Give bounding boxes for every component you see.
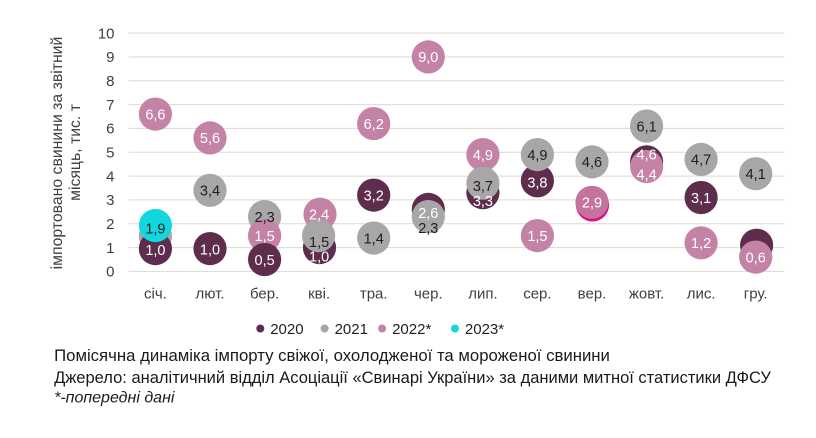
svg-text:2020: 2020 bbox=[270, 321, 303, 338]
svg-text:4: 4 bbox=[106, 168, 114, 185]
svg-text:чер.: чер. bbox=[414, 286, 443, 303]
svg-text:5,6: 5,6 bbox=[200, 131, 220, 147]
svg-text:жовт.: жовт. bbox=[629, 286, 664, 303]
svg-text:4,6: 4,6 bbox=[582, 155, 602, 171]
svg-text:1,2: 1,2 bbox=[691, 236, 711, 252]
svg-text:4,9: 4,9 bbox=[527, 148, 547, 164]
svg-text:6,1: 6,1 bbox=[637, 119, 657, 135]
svg-text:січ.: січ. bbox=[144, 286, 167, 303]
svg-text:2022*: 2022* bbox=[392, 321, 431, 338]
svg-text:4,6: 4,6 bbox=[637, 147, 657, 163]
svg-text:1,9: 1,9 bbox=[145, 221, 165, 237]
svg-text:1,5: 1,5 bbox=[527, 229, 547, 245]
svg-text:імпортовано свинини за звітний: імпортовано свинини за звітний bbox=[49, 37, 66, 270]
svg-text:кві.: кві. bbox=[308, 286, 330, 303]
svg-text:2023*: 2023* bbox=[465, 321, 504, 338]
svg-text:9: 9 bbox=[106, 49, 114, 66]
svg-text:4,1: 4,1 bbox=[746, 167, 766, 183]
svg-text:9,0: 9,0 bbox=[418, 50, 438, 66]
svg-text:6,6: 6,6 bbox=[145, 107, 165, 123]
svg-text:3,3: 3,3 bbox=[473, 194, 493, 210]
svg-text:2,9: 2,9 bbox=[582, 196, 602, 212]
svg-text:лип.: лип. bbox=[468, 286, 497, 303]
svg-text:1,0: 1,0 bbox=[145, 243, 165, 259]
svg-text:лис.: лис. bbox=[687, 286, 716, 303]
svg-text:4,9: 4,9 bbox=[473, 148, 493, 164]
svg-text:0,6: 0,6 bbox=[746, 250, 766, 266]
svg-text:Помісячна динаміка імпорту сві: Помісячна динаміка імпорту свіжої, охоло… bbox=[54, 346, 610, 365]
svg-text:1,0: 1,0 bbox=[309, 250, 329, 266]
svg-text:1,4: 1,4 bbox=[364, 231, 384, 247]
svg-text:вер.: вер. bbox=[578, 286, 607, 303]
svg-text:6: 6 bbox=[106, 121, 114, 138]
svg-text:*-попередні дані: *-попередні дані bbox=[54, 389, 175, 406]
svg-text:4,4: 4,4 bbox=[637, 167, 657, 183]
svg-text:місяць, тис. т: місяць, тис. т bbox=[67, 104, 84, 201]
svg-text:7: 7 bbox=[106, 97, 114, 114]
svg-text:2,4: 2,4 bbox=[309, 208, 329, 224]
svg-text:Джерело: аналітичний відділ Ас: Джерело: аналітичний відділ Асоціації «С… bbox=[54, 369, 771, 387]
svg-text:0: 0 bbox=[106, 264, 114, 281]
svg-text:бер.: бер. bbox=[250, 286, 279, 303]
svg-text:5: 5 bbox=[106, 145, 114, 162]
svg-text:1,5: 1,5 bbox=[309, 235, 329, 251]
svg-text:6,2: 6,2 bbox=[364, 117, 384, 133]
svg-text:4,7: 4,7 bbox=[691, 153, 711, 169]
svg-text:сер.: сер. bbox=[523, 286, 551, 303]
svg-text:3,1: 3,1 bbox=[691, 191, 711, 207]
svg-text:3,4: 3,4 bbox=[200, 184, 220, 200]
svg-text:8: 8 bbox=[106, 73, 114, 90]
svg-text:1: 1 bbox=[106, 240, 114, 257]
svg-text:1,0: 1,0 bbox=[200, 242, 220, 258]
svg-text:0,5: 0,5 bbox=[255, 253, 275, 269]
svg-text:10: 10 bbox=[98, 25, 115, 42]
svg-text:3,8: 3,8 bbox=[527, 175, 547, 191]
svg-text:2021: 2021 bbox=[335, 321, 368, 338]
svg-text:3,2: 3,2 bbox=[364, 188, 384, 204]
svg-text:тра.: тра. bbox=[360, 286, 388, 303]
svg-text:лют.: лют. bbox=[195, 286, 224, 303]
svg-text:3: 3 bbox=[106, 192, 114, 209]
svg-text:2: 2 bbox=[106, 216, 114, 233]
svg-text:1,5: 1,5 bbox=[255, 229, 275, 245]
svg-text:2,3: 2,3 bbox=[418, 221, 438, 237]
svg-text:2,6: 2,6 bbox=[418, 206, 438, 222]
svg-text:3,7: 3,7 bbox=[473, 179, 493, 195]
svg-text:гру.: гру. bbox=[744, 286, 768, 303]
svg-text:2,3: 2,3 bbox=[255, 210, 275, 226]
